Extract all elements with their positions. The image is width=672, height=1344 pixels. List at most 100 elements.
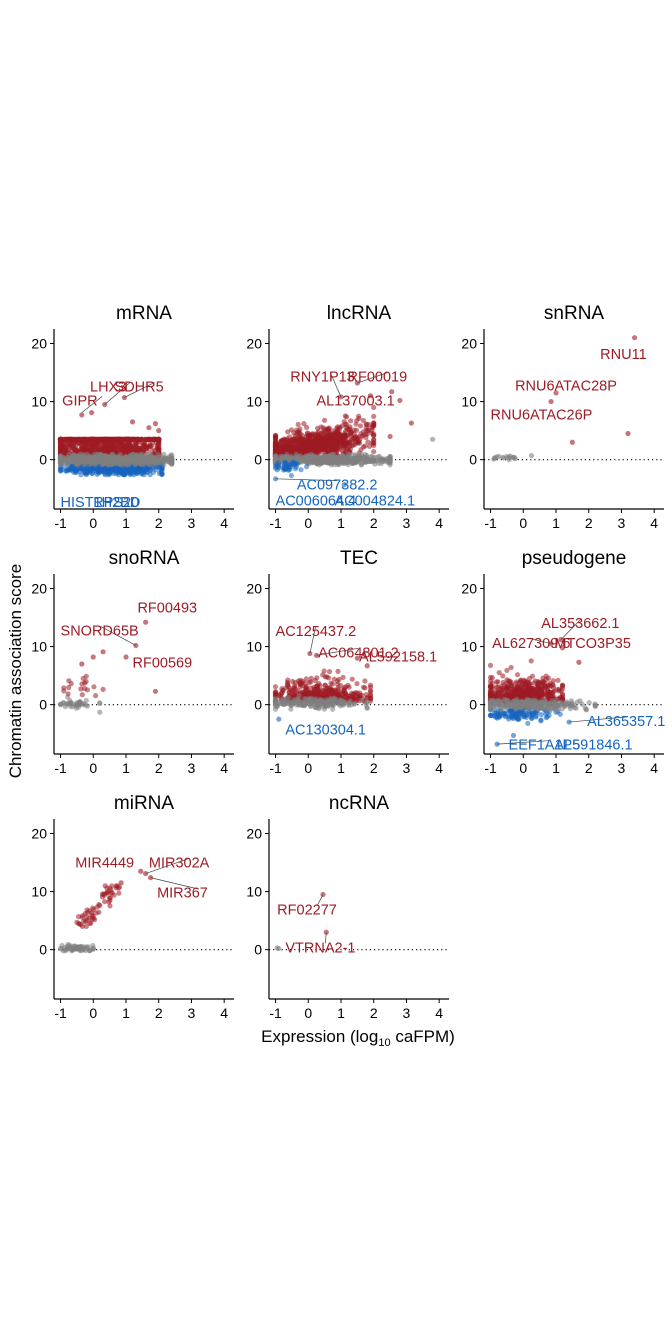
data-point-neutral — [161, 462, 167, 468]
data-point-up — [88, 436, 94, 442]
data-point-up — [569, 439, 575, 445]
data-point-up — [79, 661, 85, 667]
data-point-up — [510, 692, 516, 698]
data-point-up — [526, 675, 533, 682]
point-label: RNY1P13 — [290, 370, 354, 386]
data-point-down — [112, 465, 118, 471]
data-point-up — [272, 691, 279, 697]
data-point-up — [359, 692, 365, 698]
data-point-up — [79, 412, 85, 418]
x-tick-label: 4 — [220, 515, 228, 531]
data-point-neutral — [346, 701, 352, 707]
x-tick-label: 0 — [304, 515, 312, 531]
data-point-up — [119, 444, 125, 450]
panel-title-snrna: snRNA — [544, 303, 605, 324]
x-tick-label: 2 — [370, 515, 378, 531]
x-tick-label: 2 — [155, 515, 163, 531]
data-point-up — [118, 437, 124, 443]
data-point-neutral — [75, 462, 81, 468]
data-point-up — [335, 446, 341, 453]
data-point-up — [91, 684, 97, 690]
data-point-up — [123, 443, 129, 449]
data-point-up — [131, 444, 137, 450]
data-point-up — [349, 676, 355, 682]
data-point-down — [288, 472, 294, 479]
data-point-up — [143, 619, 149, 625]
data-point-up — [508, 664, 514, 671]
data-point-up — [495, 684, 501, 690]
data-point-up — [408, 420, 414, 426]
data-point-up — [108, 443, 114, 449]
point-label: SDHR5 — [115, 379, 164, 395]
data-point-neutral — [314, 461, 320, 467]
x-tick-label: 3 — [188, 515, 196, 531]
x-tick-label: 2 — [585, 515, 593, 531]
panel-title-pseudogene: pseudogene — [522, 548, 627, 569]
data-point-up — [514, 672, 521, 678]
x-tick-label: -1 — [54, 515, 67, 531]
data-point-up — [548, 398, 554, 405]
data-point-up — [397, 397, 403, 404]
x-tick-label: 1 — [337, 515, 345, 531]
data-point-up — [312, 439, 318, 445]
y-tick-label: 20 — [246, 581, 262, 597]
data-point-up — [272, 684, 279, 690]
data-point-up — [367, 689, 374, 695]
data-point-up — [499, 687, 505, 693]
data-point-up — [294, 438, 300, 444]
x-tick-label: 0 — [519, 515, 527, 531]
data-point-neutral — [63, 457, 69, 463]
data-point-neutral — [306, 453, 312, 459]
data-point-up — [362, 678, 368, 684]
data-point-neutral — [288, 700, 294, 706]
data-point-neutral — [363, 459, 369, 465]
point-cloud-group — [491, 453, 518, 463]
data-point-up — [65, 691, 71, 697]
point-label: RF00569 — [133, 655, 193, 671]
data-point-up — [93, 693, 99, 699]
data-point-neutral — [122, 457, 128, 464]
data-point-up — [559, 683, 566, 689]
data-point-neutral — [105, 462, 111, 468]
data-point-up — [68, 681, 74, 687]
data-point-up — [371, 440, 377, 446]
data-point-up — [354, 681, 360, 687]
data-point-down — [127, 466, 133, 472]
y-tick-label: 10 — [246, 639, 262, 655]
data-point-neutral — [315, 703, 321, 709]
data-point-neutral — [300, 702, 306, 708]
point-label: RNU6ATAC26P — [491, 407, 593, 423]
data-point-neutral — [333, 456, 339, 462]
data-point-neutral — [120, 462, 126, 468]
data-point-up — [297, 680, 303, 686]
data-point-neutral — [165, 457, 171, 463]
point-label: GIPR — [62, 393, 97, 409]
data-point-up — [156, 436, 162, 442]
data-point-up — [102, 436, 108, 442]
point-label: AL137003.1 — [316, 393, 394, 409]
data-point-up — [518, 686, 524, 692]
data-point-up — [528, 658, 534, 664]
x-tick-label: 2 — [155, 760, 163, 776]
data-point-up — [371, 433, 377, 439]
data-point-up — [500, 673, 506, 679]
data-point-up — [139, 436, 145, 442]
data-point-up — [559, 695, 566, 701]
y-tick-label: 10 — [31, 639, 47, 655]
data-point-neutral — [318, 452, 324, 459]
data-point-up — [82, 436, 88, 442]
data-point-up — [124, 436, 130, 442]
point-label: AC130304.1 — [285, 723, 366, 739]
data-point-neutral — [323, 453, 329, 459]
x-tick-label: 2 — [370, 760, 378, 776]
data-point-neutral — [430, 436, 436, 442]
data-point-neutral — [359, 697, 365, 704]
data-point-up — [315, 688, 321, 694]
data-point-up — [532, 678, 538, 684]
data-point-up — [504, 667, 510, 674]
data-point-up — [321, 668, 327, 674]
data-point-neutral — [65, 701, 71, 707]
data-point-up — [342, 435, 348, 441]
point-label: AC004824.1 — [334, 493, 415, 509]
